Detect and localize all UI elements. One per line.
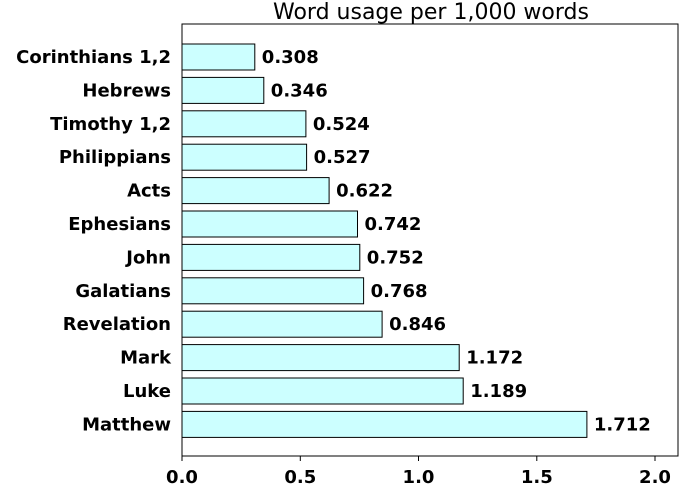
category-label-mark: Mark [120,348,172,369]
bar-luke [181,377,464,405]
category-label-philippians: Philippians [59,147,171,168]
category-label-hebrews: Hebrews [82,80,171,101]
bar-john [181,243,361,271]
bar-galatians [181,277,365,305]
x-tick-label: 1.0 [403,467,435,486]
bar-acts [181,177,330,205]
category-label-luke: Luke [123,381,171,402]
value-label-acts: 0.622 [336,181,393,202]
category-label-john: John [124,247,171,268]
value-label-mark: 1.172 [466,348,523,369]
x-axis-ticks-group: 0.0 0.5 1.0 1.5 2.0 [166,456,671,486]
bar-hebrews [181,76,265,104]
bar-philippians [181,143,308,171]
category-label-acts: Acts [127,181,171,202]
value-labels-group: 0.308 0.346 0.524 0.527 0.622 0.742 0.752 0.768… [262,47,651,435]
category-label-ephesians: Ephesians [68,214,171,235]
bar-matthew [181,410,588,438]
chart-title: Word usage per 1,000 words [273,0,589,25]
category-label-matthew: Matthew [82,414,171,435]
value-label-matthew: 1.712 [594,414,651,435]
value-label-john: 0.752 [367,247,424,268]
x-tick-label: 0.5 [284,467,316,486]
bar-mark [181,344,460,372]
value-label-revelation: 0.846 [389,314,446,335]
plot-area-frame [181,23,679,457]
x-tick-label: 0.0 [166,467,198,486]
x-tick-label: 1.5 [521,467,553,486]
bar-revelation [181,310,383,338]
category-label-revelation: Revelation [63,314,171,335]
value-label-luke: 1.189 [470,381,527,402]
value-label-timothy-1-2: 0.524 [313,114,370,135]
value-label-corinthians-1-2: 0.308 [262,47,319,68]
category-label-timothy-1-2: Timothy 1,2 [50,114,171,135]
value-label-hebrews: 0.346 [271,80,328,101]
value-label-ephesians: 0.742 [365,214,422,235]
x-tick-label: 2.0 [639,467,671,486]
bar-ephesians [181,210,358,238]
bar-corinthians-1-2 [181,43,256,71]
bar-timothy-1-2 [181,110,307,138]
category-labels-group: Corinthians 1,2 Hebrews Timothy 1,2 Philipp… [16,47,172,435]
category-label-galatians: Galatians [75,281,171,302]
value-label-philippians: 0.527 [314,147,371,168]
value-label-galatians: 0.768 [371,281,428,302]
bars-group [181,43,588,438]
category-label-corinthians-1-2: Corinthians 1,2 [16,47,171,68]
